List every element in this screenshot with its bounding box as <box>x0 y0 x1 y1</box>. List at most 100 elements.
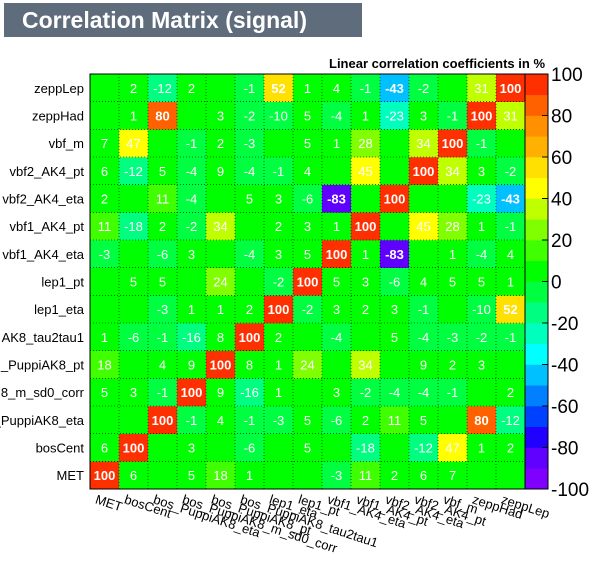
palette-swatch <box>525 177 548 199</box>
cell-value-label: 1 <box>333 219 340 234</box>
cell-value-label: 8 <box>217 330 224 345</box>
palette-tick-label: -100 <box>551 480 589 501</box>
palette-swatch <box>525 74 548 96</box>
palette-swatch <box>525 343 548 365</box>
heatmap-cell <box>293 406 323 434</box>
heatmap-cell <box>351 461 381 490</box>
heatmap-cell <box>351 267 381 296</box>
cell-value-label: 100 <box>123 441 145 456</box>
heatmap-cell <box>322 378 352 407</box>
heatmap-cell <box>409 157 439 185</box>
heatmap-cell <box>264 433 294 462</box>
cell-value-label: 52 <box>503 302 517 317</box>
heatmap-cell <box>235 157 265 185</box>
cell-value-label: -18 <box>356 441 375 456</box>
heatmap-cell <box>496 323 526 351</box>
palette-tick-label: -20 <box>551 314 578 335</box>
cell-value-label: -16 <box>182 330 201 345</box>
heatmap-cell <box>90 212 120 241</box>
heatmap-cell <box>206 267 236 296</box>
heatmap-cell <box>438 378 468 407</box>
cell-value-label: 34 <box>358 358 372 373</box>
cell-value-label: -1 <box>447 109 459 124</box>
cell-value-label: -12 <box>501 413 520 428</box>
cell-value-label: 9 <box>420 358 427 373</box>
heatmap-cell <box>380 378 410 407</box>
heatmap-cell <box>235 184 265 213</box>
heatmap-cell <box>467 101 497 130</box>
heatmap-cell <box>148 240 178 268</box>
heatmap-cell <box>148 378 178 407</box>
cell-value-label: 2 <box>275 219 282 234</box>
cell-value-label: -4 <box>389 385 401 400</box>
cell-value-label: -4 <box>476 247 488 262</box>
heatmap-cell <box>293 267 323 296</box>
heatmap-cell <box>148 101 178 130</box>
cell-value-label: 3 <box>275 247 282 262</box>
color-palette-labels: -100 -80 -60 -40 -20 0 20 40 60 80 100 <box>542 65 589 501</box>
cell-value-label: 3 <box>420 109 427 124</box>
heatmap-cell <box>264 212 294 241</box>
cell-value-label: -2 <box>360 385 372 400</box>
cell-value-label: 2 <box>507 385 514 400</box>
cell-value-label: -23 <box>472 192 491 207</box>
heatmap-cell <box>177 323 207 351</box>
cell-value-label: 6 <box>101 441 108 456</box>
heatmap-cell <box>380 101 410 130</box>
cell-value-label: 31 <box>474 81 488 96</box>
cell-value-label: 2 <box>246 302 253 317</box>
heatmap-cell <box>322 240 352 268</box>
palette-swatch <box>525 240 548 262</box>
palette-tick-label: 60 <box>551 148 572 169</box>
heatmap-cell <box>148 323 178 351</box>
cell-value-label: 5 <box>188 468 195 483</box>
heatmap-cell <box>90 461 120 490</box>
cell-value-label: 18 <box>97 358 111 373</box>
cell-value-label: 4 <box>217 413 224 428</box>
heatmap-cell <box>119 323 149 351</box>
heatmap-cell <box>206 433 236 462</box>
heatmap-cell <box>235 101 265 130</box>
heatmap-cell <box>90 157 120 185</box>
heatmap-cell <box>119 184 149 213</box>
heatmap-cell <box>235 406 265 434</box>
cell-value-label: -4 <box>331 109 343 124</box>
heatmap-cell <box>90 129 120 158</box>
heatmap-cell <box>293 74 323 102</box>
heatmap-cell <box>148 350 178 379</box>
palette-tick-label: 80 <box>551 107 572 128</box>
heatmap-cell <box>90 406 120 434</box>
heatmap-cell <box>322 267 352 296</box>
heatmap-cell <box>148 212 178 241</box>
cell-value-label: 3 <box>478 358 485 373</box>
x-tick-label: MET <box>94 492 125 515</box>
heatmap-cell <box>148 461 178 490</box>
heatmap-cells <box>90 74 526 490</box>
heatmap-cell <box>380 267 410 296</box>
cell-value-label: 100 <box>239 330 261 345</box>
heatmap-cell <box>380 212 410 241</box>
cell-value-label: 1 <box>246 468 253 483</box>
palette-tick-label: 20 <box>551 231 572 252</box>
heatmap-cell <box>496 212 526 241</box>
heatmap-cell <box>264 461 294 490</box>
cell-value-label: 1 <box>275 358 282 373</box>
cell-value-label: -1 <box>157 330 169 345</box>
heatmap-cell <box>438 101 468 130</box>
heatmap-cell <box>293 378 323 407</box>
cell-value-label: -1 <box>505 219 517 234</box>
palette-swatch <box>525 219 548 241</box>
cell-value-label: -2 <box>418 81 430 96</box>
cell-value-label: 2 <box>159 219 166 234</box>
heatmap-cell <box>351 295 381 324</box>
heatmap-cell <box>206 350 236 379</box>
heatmap-cell <box>206 129 236 158</box>
palette-swatch <box>525 115 548 137</box>
heatmap-cell <box>264 350 294 379</box>
heatmap-cell <box>264 74 294 102</box>
cell-value-label: -3 <box>331 468 343 483</box>
heatmap-cell <box>351 350 381 379</box>
heatmap-cell <box>293 461 323 490</box>
heatmap-cell <box>90 74 120 102</box>
